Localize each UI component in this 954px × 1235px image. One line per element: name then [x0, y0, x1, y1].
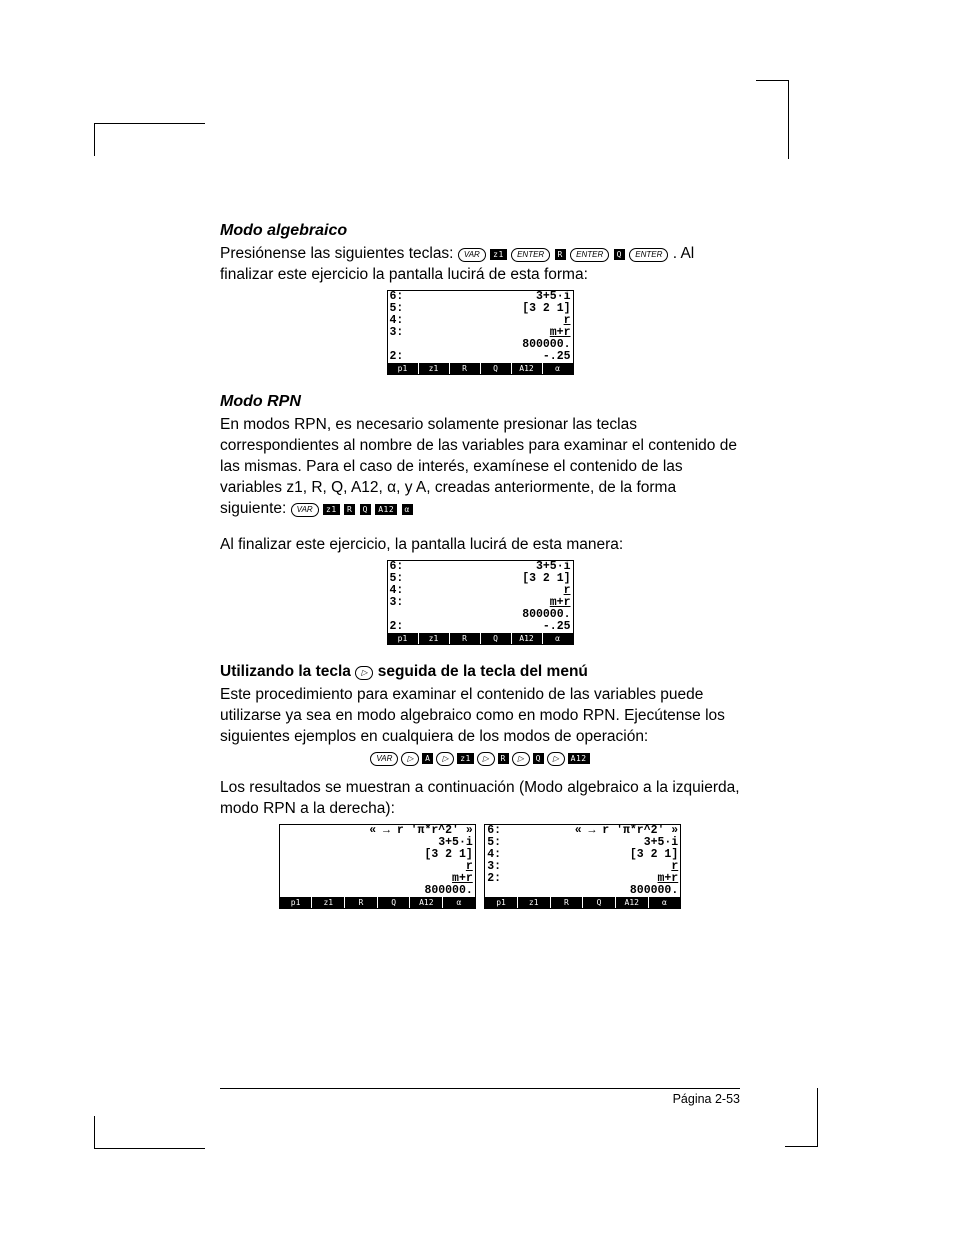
- footer-rule: [220, 1088, 740, 1089]
- para-rpn-1: En modos RPN, es necesario solamente pre…: [220, 415, 740, 520]
- screen-right: « → r 'π*r^2' » 3+5·i [3 2 1] r m+r 8000…: [501, 825, 680, 897]
- softkey-z1: z1: [490, 249, 507, 260]
- crop-mark-bl: [94, 1116, 205, 1149]
- screen-menu: p1 z1 R Q A12 α: [388, 363, 573, 374]
- screen-right: 3+5·i [3 2 1] r m+r 800000. -.25: [403, 291, 572, 363]
- key-right: ▷: [355, 666, 373, 680]
- softkey-alpha: α: [402, 504, 413, 515]
- crop-mark-tr: [756, 80, 789, 159]
- page-footer: Página 2-53: [220, 1088, 740, 1106]
- text: Utilizando la tecla: [220, 663, 355, 680]
- screen-right: « → r 'π*r^2' » 3+5·i [3 2 1] r m+r 8000…: [282, 825, 475, 897]
- softkey-r: R: [498, 753, 509, 764]
- key-right: ▷: [477, 752, 495, 766]
- para-rpn-2: Al finalizar este ejercicio, la pantalla…: [220, 535, 740, 556]
- crop-mark-br: [785, 1088, 818, 1147]
- key-var: VAR: [291, 503, 319, 517]
- screen-right: 3+5·i [3 2 1] r m+r 800000. -.25: [403, 561, 572, 633]
- section-rpn: Modo RPN En modos RPN, es necesario sola…: [220, 393, 740, 646]
- screen-left: 6: 5: 4: 3: 2: 1:: [388, 561, 404, 633]
- key-var: VAR: [458, 248, 486, 262]
- heading-rpn: Modo RPN: [220, 393, 740, 411]
- key-right: ▷: [436, 752, 454, 766]
- softkey-a12: A12: [375, 504, 397, 515]
- calc-screen-1: 6: 5: 4: 3: 2: 1: 3+5·i [3 2 1] r m+r 80…: [387, 290, 574, 375]
- crop-mark-tl: [94, 123, 205, 156]
- softkey-q: Q: [614, 249, 625, 260]
- softkey-z1: z1: [457, 753, 474, 764]
- screen-wrap-1: 6: 5: 4: 3: 2: 1: 3+5·i [3 2 1] r m+r 80…: [220, 290, 740, 375]
- softkey-r: R: [555, 249, 566, 260]
- page-content: Modo algebraico Presiónense las siguient…: [220, 222, 740, 927]
- heading-right-arrow: Utilizando la tecla ▷ seguida de la tecl…: [220, 663, 740, 681]
- heading-algebraic: Modo algebraico: [220, 222, 740, 240]
- calc-screen-2: 6: 5: 4: 3: 2: 1: 3+5·i [3 2 1] r m+r 80…: [387, 560, 574, 645]
- key-sequence: VAR ▷ A ▷ z1 ▷ R ▷ Q ▷ A12: [220, 752, 740, 766]
- softkey-z1: z1: [323, 504, 340, 515]
- section-algebraic: Modo algebraico Presiónense las siguient…: [220, 222, 740, 375]
- softkey-a: A: [422, 753, 433, 764]
- calc-screen-3: « → r 'π*r^2' » 3+5·i [3 2 1] r m+r 8000…: [279, 824, 476, 909]
- text: seguida de la tecla del menú: [378, 663, 588, 680]
- screen-menu: p1 z1 R Q A12 α: [388, 633, 573, 644]
- screen-left: 6: 5: 4: 3: 2: 1:: [485, 825, 501, 897]
- key-enter: ENTER: [511, 248, 550, 262]
- text: Presiónense las siguientes teclas:: [220, 245, 458, 262]
- text: En modos RPN, es necesario solamente pre…: [220, 416, 737, 517]
- key-right: ▷: [547, 752, 565, 766]
- screen-left: 6: 5: 4: 3: 2: 1:: [388, 291, 404, 363]
- para-ra-2: Los resultados se muestran a continuació…: [220, 778, 740, 820]
- section-right-arrow: Utilizando la tecla ▷ seguida de la tecl…: [220, 663, 740, 909]
- para-alg-1: Presiónense las siguientes teclas: VAR z…: [220, 244, 740, 286]
- screen-wrap-2: 6: 5: 4: 3: 2: 1: 3+5·i [3 2 1] r m+r 80…: [220, 560, 740, 645]
- softkey-q: Q: [533, 753, 544, 764]
- screen-menu: p1 z1 R Q A12 α: [485, 897, 680, 908]
- softkey-a12: A12: [568, 753, 590, 764]
- key-enter: ENTER: [629, 248, 668, 262]
- screen-wrap-3: « → r 'π*r^2' » 3+5·i [3 2 1] r m+r 8000…: [220, 824, 740, 909]
- screen-menu: p1 z1 R Q A12 α: [280, 897, 475, 908]
- softkey-q: Q: [360, 504, 371, 515]
- key-enter: ENTER: [570, 248, 609, 262]
- key-right: ▷: [401, 752, 419, 766]
- para-ra-1: Este procedimiento para examinar el cont…: [220, 685, 740, 748]
- key-right: ▷: [512, 752, 530, 766]
- page-number: Página 2-53: [220, 1092, 740, 1106]
- key-var: VAR: [370, 752, 398, 766]
- calc-screen-4: 6: 5: 4: 3: 2: 1: « → r 'π*r^2' » 3+5·i …: [484, 824, 681, 909]
- softkey-r: R: [344, 504, 355, 515]
